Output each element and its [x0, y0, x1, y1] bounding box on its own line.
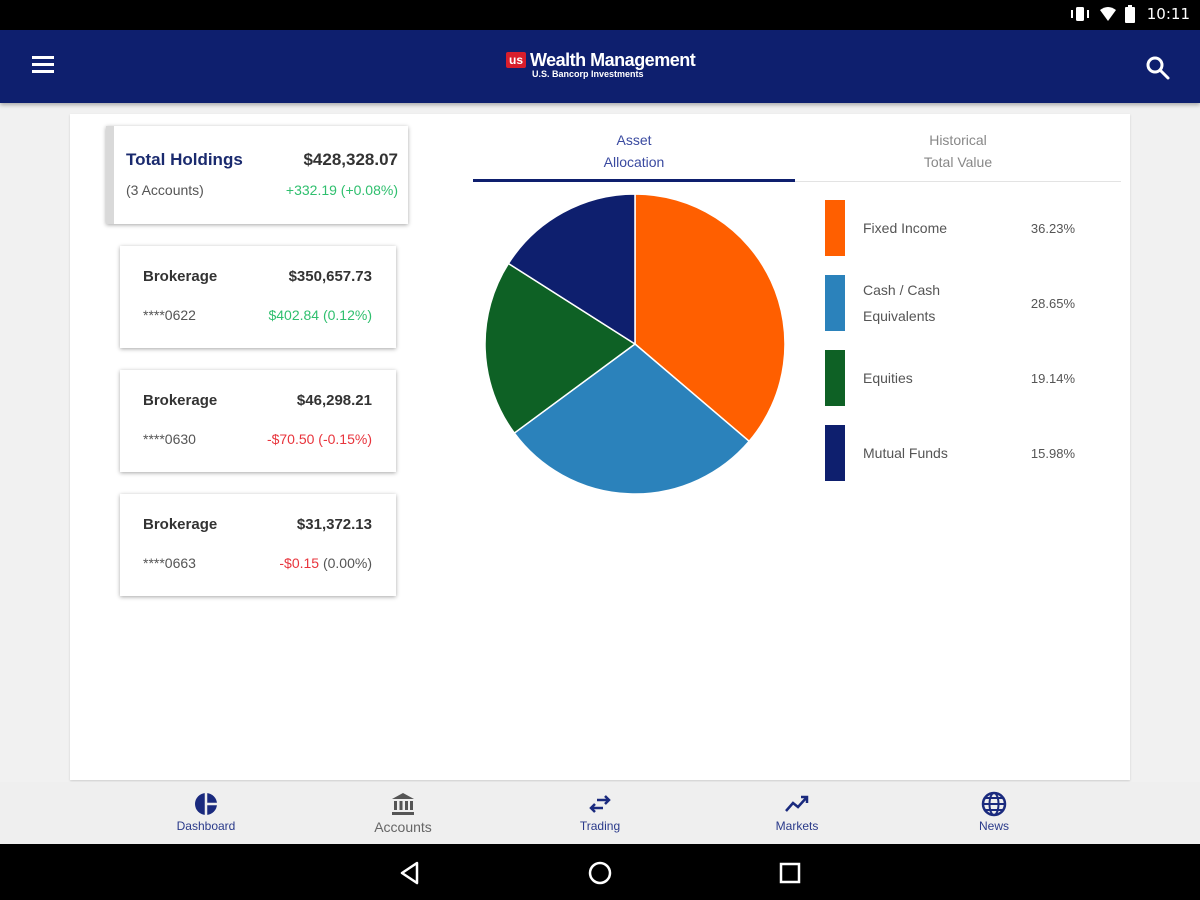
pie-slice-cash-cash-equivalents[interactable] [513, 343, 751, 495]
dashboard-content: Total Holdings $428,328.07 (3 Accounts) … [70, 114, 1130, 780]
nav-label: Markets [775, 819, 819, 833]
account-number: ****0622 [143, 307, 196, 323]
hamburger-icon-bar [32, 63, 54, 66]
nav-label: Trading [579, 819, 621, 833]
total-holdings-title: Total Holdings [126, 150, 243, 169]
legend-swatch [825, 350, 845, 406]
account-card[interactable]: Brokerage $350,657.73 ****0622 $402.84 (… [120, 246, 396, 348]
hamburger-icon-bar [32, 56, 54, 59]
logo-badge: us [506, 52, 527, 68]
swap-arrows-icon [589, 795, 611, 813]
account-name: Brokerage [143, 392, 218, 409]
legend-percent: 19.14% [1030, 370, 1075, 386]
legend-label: Fixed Income [863, 220, 948, 236]
search-icon [1146, 56, 1170, 80]
legend-item: Cash / Cash Equivalents 28.65% [825, 275, 1075, 331]
logo-subtitle: U.S. Bancorp Investments [532, 69, 644, 79]
nav-markets[interactable]: Markets [737, 782, 857, 844]
hamburger-icon-bar [32, 70, 54, 73]
account-value: $350,657.73 [288, 268, 372, 285]
asset-allocation-pie-chart [484, 193, 786, 495]
tab-label-line: Asset [616, 132, 652, 148]
pie-slice-equities[interactable] [484, 262, 637, 435]
tab-label-line: Total Value [923, 154, 993, 170]
brand-logo: us Wealth Management U.S. Bancorp Invest… [506, 50, 706, 84]
account-card[interactable]: Brokerage $46,298.21 ****0630 -$70.50 (-… [120, 370, 396, 472]
nav-trading[interactable]: Trading [540, 782, 660, 844]
account-change: $402.84 (0.12%) [268, 307, 372, 323]
legend-swatch [825, 275, 845, 331]
vibrate-icon [1070, 7, 1089, 21]
legend-label: Equities [863, 370, 913, 386]
battery-icon [1124, 5, 1135, 23]
back-icon[interactable] [395, 858, 425, 888]
legend-percent: 15.98% [1030, 445, 1075, 461]
legend-percent: 28.65% [1030, 295, 1075, 311]
account-value: $31,372.13 [296, 516, 372, 533]
account-change-percent: (0.00%) [322, 555, 372, 571]
menu-button[interactable] [26, 52, 60, 82]
account-name: Brokerage [143, 268, 218, 285]
total-holdings-change: +332.19 (+0.08%) [285, 182, 398, 198]
system-navigation-bar [0, 844, 1200, 900]
legend-item: Mutual Funds 15.98% [825, 425, 1075, 481]
globe-icon [981, 791, 1007, 817]
pie-slice-mutual-funds[interactable] [507, 193, 636, 346]
accounts-count: (3 Accounts) [126, 182, 204, 198]
nav-dashboard[interactable]: Dashboard [146, 782, 266, 844]
legend-item: Equities 19.14% [825, 350, 1075, 406]
total-holdings-card[interactable]: Total Holdings $428,328.07 (3 Accounts) … [106, 126, 408, 224]
chart-tabs: Asset Allocation Historical Total Value [473, 124, 1121, 182]
legend-item: Fixed Income 36.23% [825, 200, 1075, 256]
app-header: us Wealth Management U.S. Bancorp Invest… [0, 30, 1200, 103]
account-change: -$70.50 (-0.15%) [266, 431, 372, 447]
bank-icon [392, 793, 414, 815]
legend-label: Mutual Funds [863, 445, 948, 461]
pie-chart-icon [195, 793, 217, 815]
recents-icon[interactable] [775, 858, 805, 888]
total-holdings-value: $428,328.07 [303, 150, 398, 169]
legend-swatch [825, 200, 845, 256]
nav-label: Accounts [374, 819, 432, 835]
legend-label: Cash / Cash Equivalents [863, 282, 941, 324]
nav-label: Dashboard [176, 819, 236, 833]
account-name: Brokerage [143, 516, 218, 533]
tab-asset-allocation[interactable]: Asset Allocation [473, 124, 795, 182]
search-button[interactable] [1144, 54, 1172, 82]
account-number: ****0630 [143, 431, 196, 447]
tab-label-line: Allocation [603, 154, 665, 170]
account-card[interactable]: Brokerage $31,372.13 ****0663 -$0.15 (0.… [120, 494, 396, 596]
tab-label-line: Historical [929, 132, 987, 148]
nav-news[interactable]: News [934, 782, 1054, 844]
status-icons: 10:11 [1069, 5, 1190, 23]
account-change-amount: -$0.15 [279, 555, 320, 571]
account-value: $46,298.21 [296, 392, 372, 409]
status-bar: 10:11 [0, 0, 1200, 30]
wifi-icon [1099, 7, 1116, 21]
account-change: -$0.15 (0.00%) [279, 555, 372, 571]
bottom-navigation: Dashboard Accounts Trading Markets [0, 782, 1200, 844]
trending-up-icon [785, 795, 809, 812]
nav-label: News [978, 819, 1009, 833]
pie-slice-fixed-income[interactable] [634, 193, 786, 443]
status-time: 10:11 [1146, 5, 1190, 23]
legend-swatch [825, 425, 845, 481]
account-number: ****0663 [143, 555, 196, 571]
legend-percent: 36.23% [1030, 220, 1075, 236]
home-icon[interactable] [585, 858, 615, 888]
tab-historical-total-value[interactable]: Historical Total Value [797, 124, 1119, 182]
nav-accounts[interactable]: Accounts [343, 782, 463, 844]
logo-title: Wealth Management [530, 50, 696, 70]
